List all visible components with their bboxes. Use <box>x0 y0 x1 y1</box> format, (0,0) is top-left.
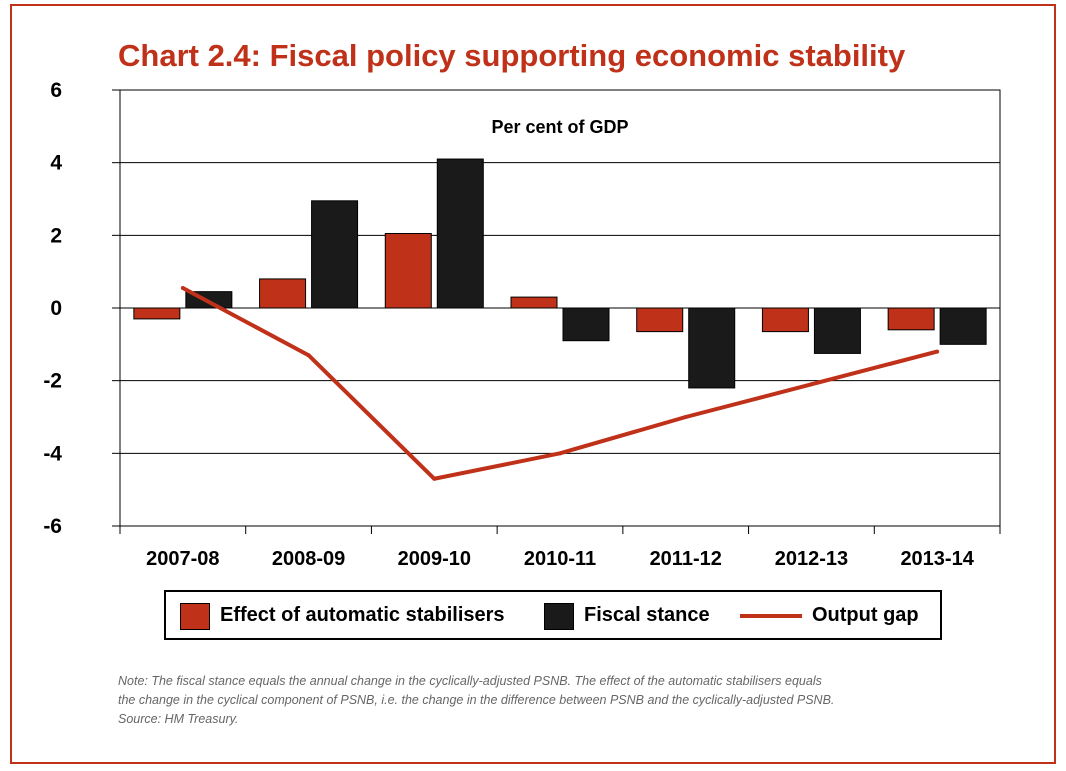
bar-stabilisers <box>636 307 684 333</box>
y-tick-label: -6 <box>43 515 62 538</box>
bar-fiscal <box>939 307 987 345</box>
output-gap-point <box>306 353 311 358</box>
chart-title: Chart 2.4: Fiscal policy supporting econ… <box>118 38 906 73</box>
x-tick-label: 2009-10 <box>398 548 471 570</box>
y-tick-label: 4 <box>50 152 62 175</box>
legend-swatch-fiscal <box>544 603 574 630</box>
x-tick-label: 2013-14 <box>900 548 974 570</box>
y-tick-label: 6 <box>50 79 62 102</box>
legend: Effect of automatic stabilisers Fiscal s… <box>164 590 942 640</box>
output-gap-point <box>935 349 940 354</box>
legend-line-output-gap <box>740 614 802 618</box>
y-tick-label: 2 <box>50 224 62 247</box>
output-gap-point <box>432 476 437 481</box>
x-tick-label: 2010-11 <box>524 548 596 570</box>
bar-stabilisers <box>510 296 558 309</box>
y-tick-label: -4 <box>43 442 62 465</box>
legend-label-stabilisers: Effect of automatic stabilisers <box>220 604 505 626</box>
bar-fiscal <box>311 200 359 309</box>
bar-fiscal <box>562 307 610 342</box>
chart-note: Note: The fiscal stance equals the annua… <box>118 672 998 729</box>
legend-label-fiscal: Fiscal stance <box>584 604 710 626</box>
bar-fiscal <box>436 158 484 309</box>
output-gap-point <box>558 451 562 456</box>
note-line: Source: HM Treasury. <box>118 712 239 726</box>
legend-swatch-stabilisers <box>180 603 210 630</box>
x-tick-label: 2011-12 <box>650 548 722 570</box>
bar-fiscal <box>688 307 736 389</box>
x-tick-label: 2008-09 <box>272 548 345 570</box>
unit-label: Per cent of GDP <box>491 117 628 137</box>
y-tick-label: 0 <box>50 297 62 320</box>
bar-stabilisers <box>761 307 809 333</box>
output-gap-point <box>809 382 814 387</box>
bar-fiscal <box>813 307 861 354</box>
bar-stabilisers <box>384 233 432 309</box>
note-line: the change in the cyclical component of … <box>118 693 835 707</box>
bar-stabilisers <box>259 278 307 309</box>
y-tick-label: -2 <box>43 370 62 393</box>
x-tick-label: 2007-08 <box>146 548 219 570</box>
output-gap-point <box>683 415 688 419</box>
output-gap-point <box>180 286 185 291</box>
note-line: Note: The fiscal stance equals the annua… <box>118 674 822 688</box>
legend-label-output-gap: Output gap <box>812 604 919 626</box>
x-tick-label: 2012-13 <box>775 548 848 570</box>
bar-stabilisers <box>887 307 935 331</box>
bar-stabilisers <box>133 307 181 320</box>
